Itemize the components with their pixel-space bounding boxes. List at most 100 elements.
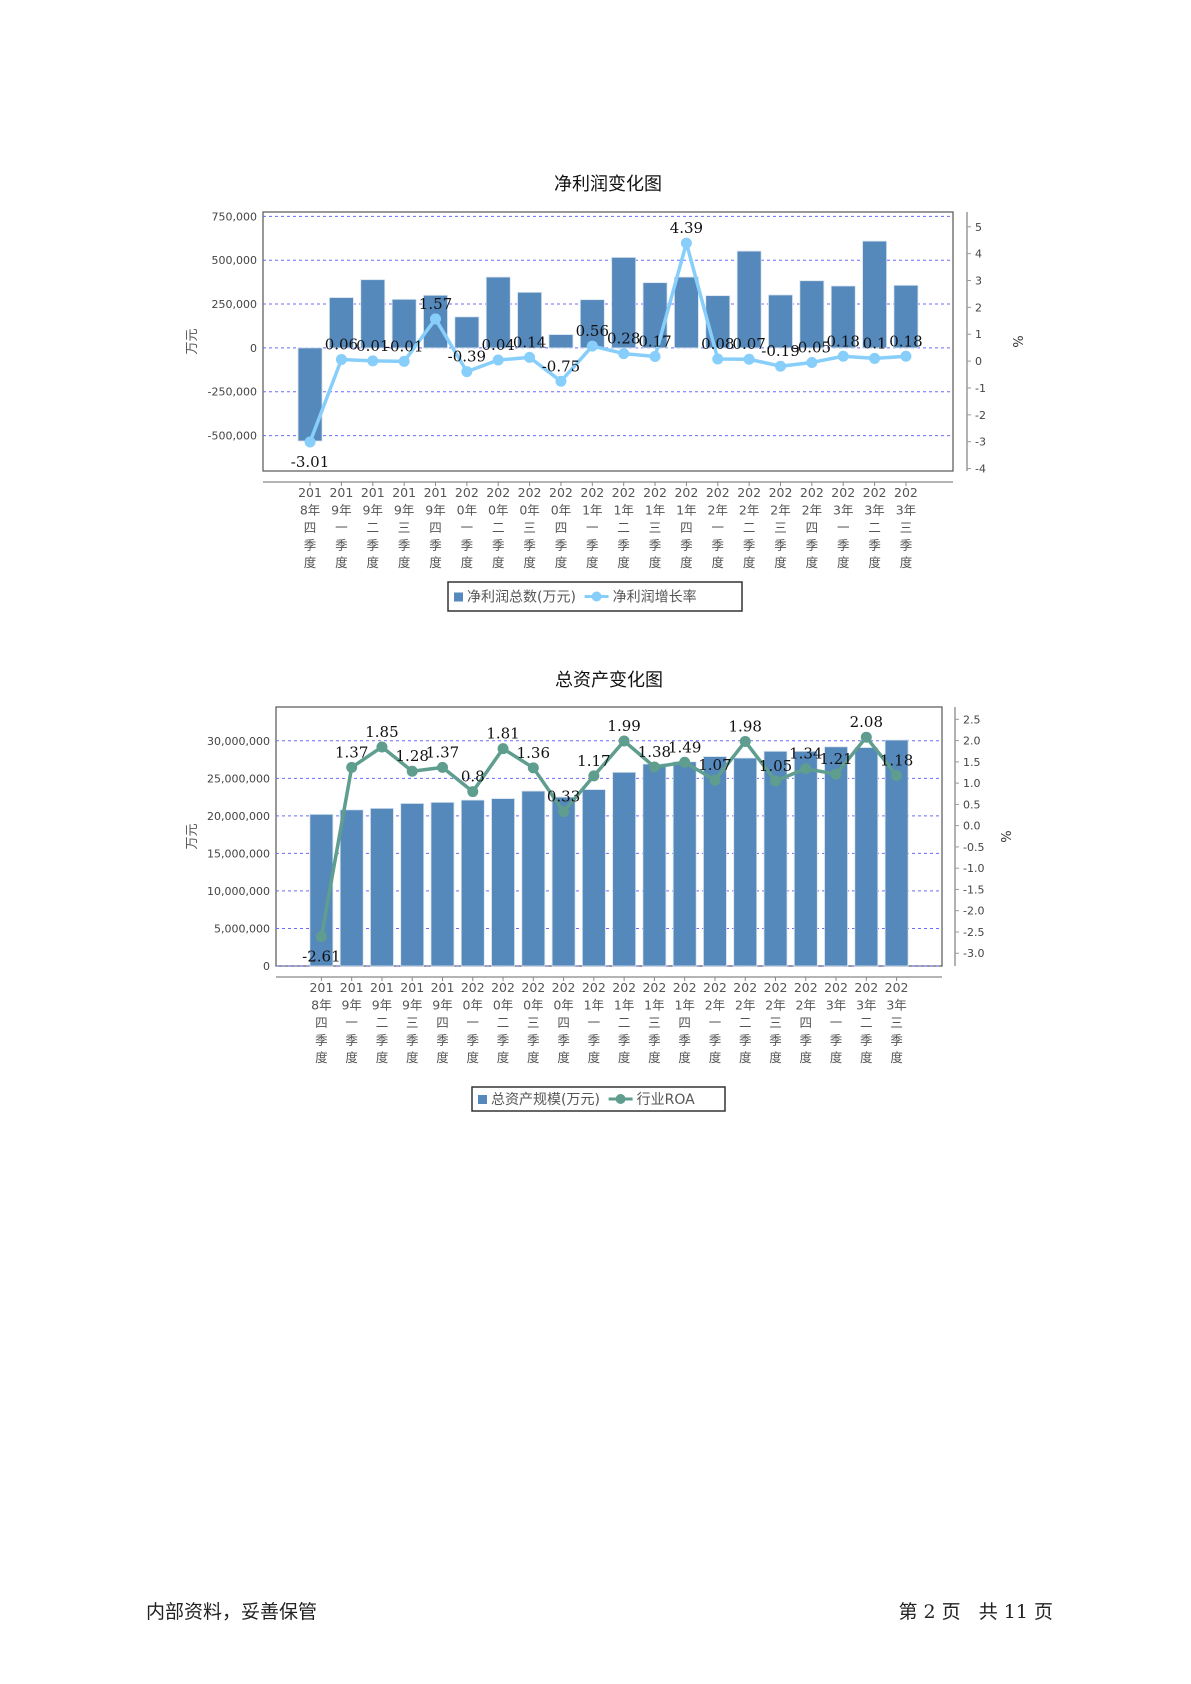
legend-line-label: 净利润增长率 bbox=[613, 589, 697, 606]
data-label: 1.07 bbox=[698, 756, 731, 774]
y-tick-label: 30,000,000 bbox=[207, 735, 270, 748]
bar bbox=[485, 276, 511, 349]
data-label: 1.37 bbox=[426, 743, 459, 761]
data-label: 0.18 bbox=[889, 332, 922, 350]
x-tick-label: 202 0年二季度 bbox=[491, 980, 515, 1065]
x-tick-label: 202 0年二季度 bbox=[486, 485, 510, 570]
data-label: 1.49 bbox=[668, 738, 701, 756]
legend-bar-swatch bbox=[478, 1095, 487, 1104]
data-label: 1.37 bbox=[335, 743, 368, 761]
y-tick-label: 750,000 bbox=[212, 210, 258, 223]
y-tick-label: 15,000,000 bbox=[207, 847, 270, 860]
bar bbox=[370, 807, 394, 967]
footer-page-number: 第 2 页 共 11 页 bbox=[898, 1601, 1053, 1623]
data-label: 0.06 bbox=[325, 336, 358, 354]
data-label: 0.08 bbox=[701, 335, 734, 353]
x-tick-label: 202 0年四季度 bbox=[549, 485, 573, 570]
line-point bbox=[555, 375, 567, 387]
y2-tick-label: -2.0 bbox=[963, 905, 984, 918]
y2-tick-label: 0.0 bbox=[963, 820, 981, 833]
line-point bbox=[586, 340, 598, 352]
y-tick-label: 5,000,000 bbox=[214, 922, 270, 935]
bar bbox=[548, 334, 574, 349]
line-point bbox=[461, 366, 473, 378]
bar bbox=[581, 789, 606, 967]
bar bbox=[799, 280, 825, 349]
line-point bbox=[618, 348, 630, 360]
x-tick-label: 202 2年一季度 bbox=[703, 980, 727, 1065]
y2-tick-label: 1 bbox=[975, 328, 982, 341]
data-label: 0.01 bbox=[356, 337, 389, 355]
line-point bbox=[335, 354, 347, 366]
bar bbox=[672, 761, 697, 967]
line-point bbox=[437, 761, 448, 773]
y2-tick-label: -4 bbox=[975, 463, 986, 476]
x-tick-label: 202 2年四季度 bbox=[800, 485, 824, 570]
legend-line-marker bbox=[615, 1094, 626, 1104]
bar bbox=[329, 297, 354, 349]
x-tick-label: 202 1年四季度 bbox=[673, 980, 697, 1065]
x-tick-label: 201 9年二季度 bbox=[361, 485, 385, 570]
line-point bbox=[398, 355, 410, 367]
bar bbox=[391, 298, 417, 349]
x-tick-label: 202 2年三季度 bbox=[769, 485, 793, 570]
legend-line-marker bbox=[591, 591, 602, 602]
bar bbox=[674, 276, 699, 349]
bar bbox=[854, 747, 879, 967]
x-tick-label: 202 0年一季度 bbox=[461, 980, 485, 1065]
data-label: 0.56 bbox=[576, 322, 609, 340]
line-point bbox=[712, 353, 724, 365]
line-point bbox=[775, 360, 786, 372]
bar bbox=[339, 809, 364, 967]
line-point bbox=[770, 775, 781, 787]
x-tick-label: 201 8年四季度 bbox=[298, 485, 322, 570]
y-tick-label: 250,000 bbox=[212, 298, 258, 311]
data-label: 4.39 bbox=[670, 219, 703, 237]
line-point bbox=[709, 774, 721, 786]
x-tick-label: 202 1年二季度 bbox=[612, 980, 636, 1065]
y-tick-label: -250,000 bbox=[208, 386, 257, 399]
line-point bbox=[588, 770, 600, 782]
x-tick-label: 202 2年三季度 bbox=[764, 980, 788, 1065]
bar bbox=[830, 285, 856, 349]
x-tick-label: 202 0年三季度 bbox=[518, 485, 542, 570]
data-label: 1.21 bbox=[819, 750, 852, 768]
x-tick-label: 202 1年四季度 bbox=[674, 485, 698, 570]
bar bbox=[454, 316, 480, 349]
x-tick-label: 202 3年一季度 bbox=[824, 980, 848, 1065]
data-label: 0.07 bbox=[732, 335, 765, 353]
line-point bbox=[649, 351, 661, 363]
bar bbox=[309, 813, 334, 967]
data-label: 0.33 bbox=[547, 788, 580, 806]
data-label: 0.1 bbox=[863, 334, 887, 352]
x-tick-label: 202 0年一季度 bbox=[455, 485, 479, 570]
y2-tick-label: 3 bbox=[975, 275, 982, 288]
data-label: 1.81 bbox=[486, 725, 519, 743]
bar bbox=[430, 801, 455, 967]
y2-tick-label: 0.5 bbox=[963, 798, 981, 811]
data-label: 1.98 bbox=[729, 717, 762, 735]
x-tick-label: 202 3年二季度 bbox=[854, 980, 878, 1065]
x-tick-label: 202 2年一季度 bbox=[706, 485, 730, 570]
line-point bbox=[680, 237, 692, 249]
line-point bbox=[800, 763, 812, 775]
x-tick-label: 202 1年二季度 bbox=[612, 485, 636, 570]
line-point bbox=[527, 762, 539, 774]
x-tick-label: 201 9年一季度 bbox=[340, 980, 364, 1065]
y-tick-label: -500,000 bbox=[208, 430, 257, 443]
data-label: 1.05 bbox=[759, 757, 792, 775]
y2-tick-label: 2.0 bbox=[963, 735, 981, 748]
y2-tick-label: -0.5 bbox=[963, 841, 984, 854]
y2-tick-label: -2 bbox=[975, 409, 986, 422]
data-label: 1.17 bbox=[577, 752, 610, 770]
y-axis-label: 万元 bbox=[185, 823, 200, 849]
data-label: 1.18 bbox=[880, 751, 913, 769]
y2-tick-label: 2 bbox=[975, 301, 982, 314]
line-point bbox=[406, 765, 418, 777]
y-tick-label: 10,000,000 bbox=[207, 885, 270, 898]
line-point bbox=[376, 741, 388, 753]
line-point bbox=[367, 355, 379, 367]
y2-tick-label: -1.5 bbox=[963, 883, 984, 896]
data-label: 1.99 bbox=[607, 717, 640, 735]
y2-tick-label: 5 bbox=[975, 221, 982, 234]
